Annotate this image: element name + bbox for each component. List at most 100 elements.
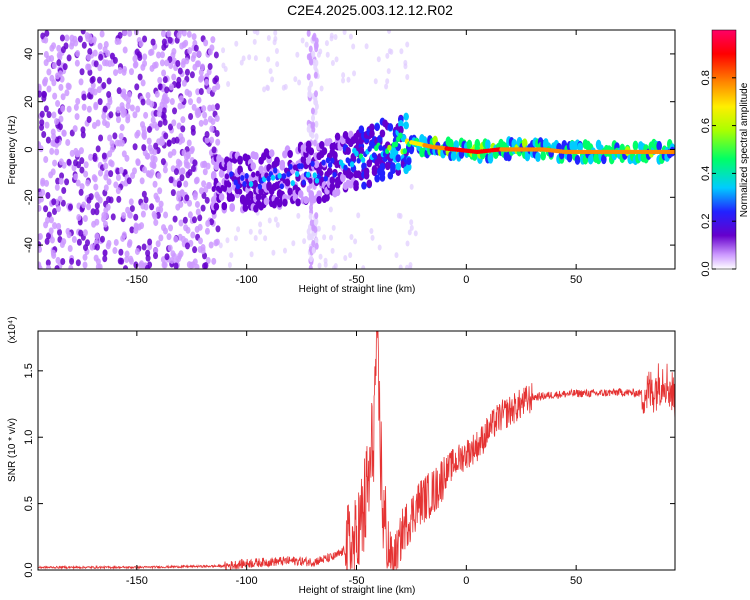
spectrogram-noise-blob [139, 177, 145, 185]
spectrogram-noise-blob [79, 166, 85, 174]
spectrogram-ridge-core [349, 161, 355, 168]
spectrogram-noise-blob [166, 139, 172, 147]
spectrogram-noise-blob [343, 254, 348, 261]
spectrogram-noise-blob [177, 67, 183, 75]
spectrogram-noise-blob [163, 132, 169, 140]
spectrogram-noise-blob [44, 121, 50, 129]
spectrogram-noise-blob [203, 39, 209, 47]
spectrogram-noise-blob [154, 90, 160, 98]
spectrogram-noise-blob [85, 63, 91, 71]
spectrogram-noise-blob [387, 30, 392, 34]
spectrogram-noise-blob [164, 253, 170, 261]
spectrogram-noise-blob [102, 220, 108, 228]
spectrogram-noise-blob [267, 217, 272, 224]
spectrogram-noise-blob [314, 242, 319, 250]
snr-x-tick-label: -100 [236, 575, 258, 587]
spectrogram-ridge-blob [395, 154, 402, 163]
spectrogram-noise-blob [314, 212, 319, 220]
spectrogram-noise-blob [106, 178, 112, 186]
spectrogram-noise-blob [405, 240, 410, 247]
spectrogram-noise-blob [151, 161, 157, 169]
spectrogram-ridge-blob [263, 197, 270, 206]
spectrogram-noise-blob [311, 50, 316, 58]
spectrogram-ridge-core [270, 174, 276, 181]
spectrogram-noise-blob [132, 167, 138, 175]
spectrogram-noise-blob [79, 157, 85, 165]
spectrogram-noise-blob [126, 177, 132, 185]
spectrogram-ridge-blob [369, 130, 375, 139]
spectrogram-ridge-blob [358, 125, 365, 134]
spectrogram-noise-blob [110, 213, 116, 221]
spectrogram-noise-blob [185, 226, 191, 234]
spectrogram-noise-blob [176, 31, 182, 39]
spectrogram-noise-blob [210, 118, 216, 126]
spectrogram-noise-blob [76, 213, 82, 221]
spectrogram-noise-blob [45, 136, 51, 144]
spectrogram-ridge-core [319, 170, 324, 177]
spectrogram-noise-blob [351, 43, 356, 50]
spectrogram-noise-blob [308, 57, 313, 65]
spectrogram-noise-blob [93, 103, 99, 111]
spectrogram-noise-blob [310, 107, 315, 115]
spectrogram-ridge-blob [318, 141, 325, 150]
snr-x-tick-label: -50 [349, 575, 365, 587]
spectrogram-noise-blob [178, 250, 184, 258]
spectrogram-noise-blob [191, 33, 197, 41]
spectrogram-noise-blob [248, 228, 253, 235]
spectrogram-noise-blob [146, 170, 152, 178]
spectrogram-noise-blob [145, 152, 151, 160]
spectrogram-noise-blob [89, 76, 95, 84]
spectrogram-noise-blob [101, 152, 107, 160]
spectrogram-noise-blob [117, 31, 123, 39]
colorbar-label: Normalized spectral amplitude [739, 82, 750, 217]
spectrogram-noise-blob [95, 119, 101, 127]
spectrogram-noise-blob [132, 143, 138, 151]
spectrogram-noise-blob [121, 150, 127, 158]
spectrogram-noise-blob [180, 61, 186, 69]
spectrogram-noise-blob [160, 158, 166, 166]
spectrogram-ridge-core [229, 171, 234, 178]
spectrogram-noise-blob [173, 262, 179, 269]
spectrogram-noise-blob [139, 260, 145, 268]
spectrogram-noise-blob [172, 215, 178, 223]
spectrogram-noise-blob [311, 240, 316, 248]
spectrogram-noise-blob [177, 160, 183, 168]
spectrogram-ridge-core [312, 172, 317, 179]
spectrogram-noise-blob [54, 183, 60, 191]
spectrogram-noise-blob [106, 91, 112, 99]
spectrogram-noise-blob [128, 198, 134, 206]
spectrogram-noise-blob [161, 38, 167, 46]
spectrogram-noise-blob [159, 136, 165, 144]
spectrogram-noise-blob [152, 155, 158, 163]
spectrogram-noise-blob [295, 51, 300, 58]
spectrogram-noise-blob [97, 196, 103, 204]
spectrogram-noise-blob [45, 192, 51, 200]
spectrogram-noise-blob [204, 78, 210, 86]
spectrogram-ridge-blob [308, 147, 315, 156]
spectrogram-noise-blob [49, 236, 55, 244]
spectrogram-noise-blob [252, 30, 257, 35]
spectrogram-noise-blob [52, 92, 58, 100]
spectrogram-noise-blob [79, 183, 85, 191]
spectrogram-noise-blob [304, 41, 309, 48]
spectrogram-noise-blob [64, 34, 70, 42]
spectrogram-noise-blob [120, 234, 126, 242]
spectrogram-ridge-blob [395, 162, 402, 171]
spectrogram-noise-blob [38, 245, 43, 253]
spectrogram-noise-blob [398, 264, 403, 269]
spectrogram-noise-blob [387, 48, 392, 55]
spectrogram-noise-blob [121, 211, 127, 219]
spectrogram-noise-blob [172, 107, 178, 115]
spectrogram-noise-blob [341, 77, 346, 84]
spectrogram-noise-blob [317, 262, 322, 269]
spectrogram-noise-blob [204, 227, 210, 235]
spectrogram-ridge-blob [316, 196, 322, 205]
snr-y-axis-label: SNR (10 * v/v) [7, 418, 18, 482]
spectrogram-ridge-blob [535, 152, 541, 163]
spectrogram-noise-blob [192, 159, 198, 167]
spectrogram-noise-blob [60, 199, 66, 207]
spectrogram-noise-blob [116, 116, 122, 124]
spectrogram-noise-blob [196, 50, 202, 58]
spectrogram-ridge-core [240, 175, 245, 182]
spectrogram-ridge-blob [632, 140, 639, 151]
